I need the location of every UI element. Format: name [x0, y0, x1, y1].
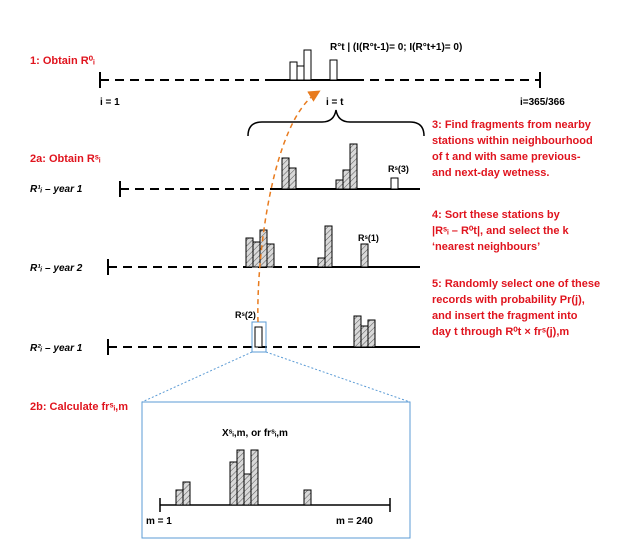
row-1-tag: Rˢ(3) [388, 164, 409, 174]
row-2-bar [317, 257, 326, 268]
row-3-bar [360, 325, 369, 348]
zoom-bar [243, 473, 252, 506]
row-3-tag: Rˢ(2) [235, 310, 256, 320]
step-5-text: 5: Randomly select one of these records … [432, 278, 603, 338]
row-label-1: R¹ᵢ – year 1 [30, 184, 83, 195]
zoom-line-right [265, 351, 411, 403]
row-1-bar [349, 143, 358, 190]
row-1-bar [342, 169, 351, 190]
top-bar [303, 49, 312, 81]
row-2-bar [245, 237, 254, 268]
row-2-bar [324, 225, 333, 268]
row-3-selected-bar [254, 326, 263, 348]
step-1-label: 1: Obtain R⁰ᵢ [30, 55, 95, 67]
zoom-formula: Xˢᵢ,m, or frˢᵢ,m [222, 428, 288, 439]
target-day-bar [329, 59, 338, 81]
zoom-end-label: m = 240 [336, 516, 373, 527]
row-1-selected-bar [390, 177, 399, 190]
zoom-bar [303, 489, 312, 506]
zoom-start-label: m = 1 [146, 516, 172, 527]
zoom-bar [250, 449, 259, 506]
axis-mid-label: i = t [326, 97, 344, 108]
axis-start-label: i = 1 [100, 97, 120, 108]
row-2-bar [252, 241, 261, 268]
zoom-source-box [251, 321, 267, 353]
zoom-bar [229, 461, 238, 506]
insert-arrow [257, 90, 321, 323]
zoom-bar [175, 489, 184, 506]
step-2a-label: 2a: Obtain Rˢᵢ [30, 153, 101, 165]
top-bar [289, 61, 298, 81]
zoom-bar [236, 449, 245, 506]
row-3-bar [367, 319, 376, 348]
row-1-bar [288, 167, 297, 190]
neighbourhood-brace [247, 109, 425, 137]
zoom-bar [182, 481, 191, 506]
row-2-tag: Rˢ(1) [358, 233, 379, 243]
zoom-line-left [141, 351, 253, 403]
row-3-bar [353, 315, 362, 348]
step-3-text: 3: Find fragments from nearby stations w… [432, 119, 596, 179]
step-4-text: 4: Sort these stations by |Rˢᵢ – R⁰t|, a… [432, 209, 572, 253]
row-2-bar [360, 243, 369, 268]
row-1-bar [335, 179, 344, 190]
zoom-panel [141, 401, 411, 539]
row-label-3: R²ᵢ – year 1 [30, 343, 83, 354]
top-bar [296, 65, 305, 81]
condition-text: R°t | (I(R°t-1)= 0; I(R°t+1)= 0) [330, 42, 462, 53]
row-1-bar [281, 157, 290, 190]
row-2-bar [266, 243, 275, 268]
step-2b-label: 2b: Calculate frˢᵢ,m [30, 401, 128, 413]
axis-end-label: i=365/366 [520, 97, 565, 108]
row-label-2: R¹ᵢ – year 2 [30, 263, 83, 274]
